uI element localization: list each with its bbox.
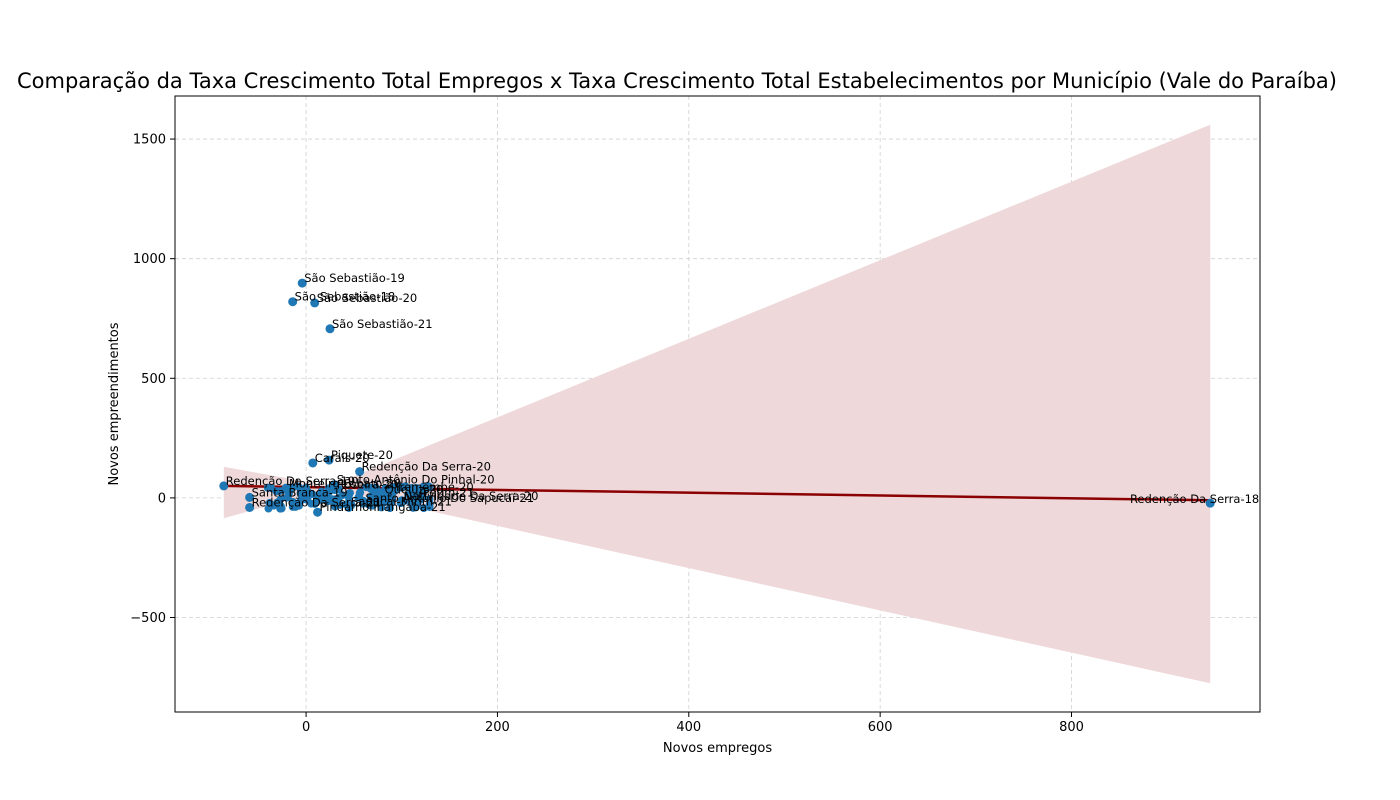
- data-point: [325, 324, 335, 334]
- cluster-point: [301, 483, 310, 492]
- point-label: Monteiro Lobato-20: [289, 476, 401, 490]
- cluster-point: [311, 499, 320, 508]
- data-point: [219, 481, 229, 491]
- y-tick-label: −500: [130, 611, 166, 626]
- point-label: Roseira-20: [337, 478, 398, 492]
- cluster-point: [344, 493, 353, 502]
- data-point: [378, 489, 388, 499]
- cluster-point: [276, 487, 285, 496]
- x-tick-label: 600: [868, 720, 893, 735]
- data-point: [308, 458, 318, 468]
- y-tick-label: 1500: [133, 133, 166, 148]
- point-label: São Sebastião-20: [317, 291, 418, 305]
- data-point: [324, 455, 334, 465]
- cluster-point: [308, 489, 317, 498]
- point-label: Pindamonhangaba-21: [320, 500, 446, 514]
- data-point: [358, 498, 368, 508]
- data-point: [330, 485, 340, 495]
- point-label: Natividade Da Serra-20: [404, 489, 539, 503]
- data-point: [310, 298, 320, 308]
- x-tick-label: 200: [485, 720, 510, 735]
- cluster-point: [371, 490, 380, 499]
- x-tick-label: 400: [676, 720, 701, 735]
- data-point: [288, 297, 298, 307]
- cluster-point: [291, 502, 300, 511]
- cluster-point: [368, 501, 377, 510]
- point-label: Potim-21: [423, 485, 474, 499]
- y-axis-label: Novos empreendimentos: [107, 322, 122, 485]
- chart-title: Comparação da Taxa Crescimento Total Emp…: [17, 69, 1337, 93]
- data-point: [416, 492, 426, 502]
- cluster-point: [264, 504, 273, 513]
- point-label: Redenção Da Serra-19: [226, 474, 355, 488]
- cluster-point: [401, 482, 410, 491]
- x-tick-label: 0: [302, 720, 310, 735]
- point-label: Santa Branca-19: [252, 485, 348, 499]
- y-tick-label: 0: [158, 491, 166, 506]
- point-label: São Sebastião-18: [295, 290, 396, 304]
- cluster-point: [297, 490, 306, 499]
- confidence-band: [223, 124, 1211, 684]
- data-point: [297, 278, 307, 288]
- labeled-points-layer: [219, 278, 1215, 517]
- point-label: Santo Antônio Do Sapucaí-21: [365, 491, 534, 505]
- point-label: Tremembé-20: [393, 480, 474, 494]
- cluster-point: [362, 483, 371, 492]
- point-label: Redenção Da Serra-18: [1130, 492, 1259, 506]
- point-label: Piquete-20: [331, 448, 393, 462]
- cluster-point: [425, 495, 434, 504]
- x-tick-label: 800: [1059, 720, 1084, 735]
- point-label: Queluz-20: [385, 482, 444, 496]
- point-label: Santo Antônio Do Pinhal-20: [337, 473, 495, 487]
- cluster-point: [320, 495, 329, 504]
- data-point: [387, 487, 397, 497]
- cluster-point: [331, 502, 340, 511]
- cluster-point: [385, 504, 394, 513]
- x-axis-ticks: 0 200 400 600 800: [302, 712, 1084, 735]
- point-label: Caraís-20: [315, 451, 370, 465]
- data-point: [397, 496, 407, 506]
- cluster-point: [273, 499, 282, 508]
- data-point: [245, 502, 255, 512]
- plot-frame: [174, 95, 1261, 713]
- y-axis-ticks: −500 0 500 1000 1500: [130, 133, 175, 626]
- y-tick-label: 1000: [133, 252, 166, 267]
- cluster-point: [413, 500, 422, 509]
- data-point: [282, 483, 292, 493]
- y-tick-label: 500: [141, 372, 166, 387]
- cluster-point: [335, 493, 344, 502]
- x-axis-label: Novos empregos: [663, 741, 772, 756]
- data-point: [313, 507, 323, 517]
- point-label: São Sebastião-19: [304, 271, 405, 285]
- data-point: [355, 467, 365, 477]
- cluster-point: [425, 502, 434, 511]
- point-label: Redenção Da Serra-20: [362, 460, 491, 474]
- confidence-band-layer: [223, 124, 1211, 684]
- point-label: Redenção Da Serra-21: [252, 495, 381, 509]
- data-point: [1205, 498, 1215, 508]
- cluster-point: [419, 482, 428, 491]
- cluster-point: [356, 488, 365, 497]
- cluster-point: [395, 482, 404, 491]
- data-point: [245, 492, 255, 502]
- data-point: [344, 502, 354, 512]
- point-label: São Sebastião-21: [332, 317, 433, 331]
- point-label: Sapucaí-Mirim-21: [351, 495, 452, 509]
